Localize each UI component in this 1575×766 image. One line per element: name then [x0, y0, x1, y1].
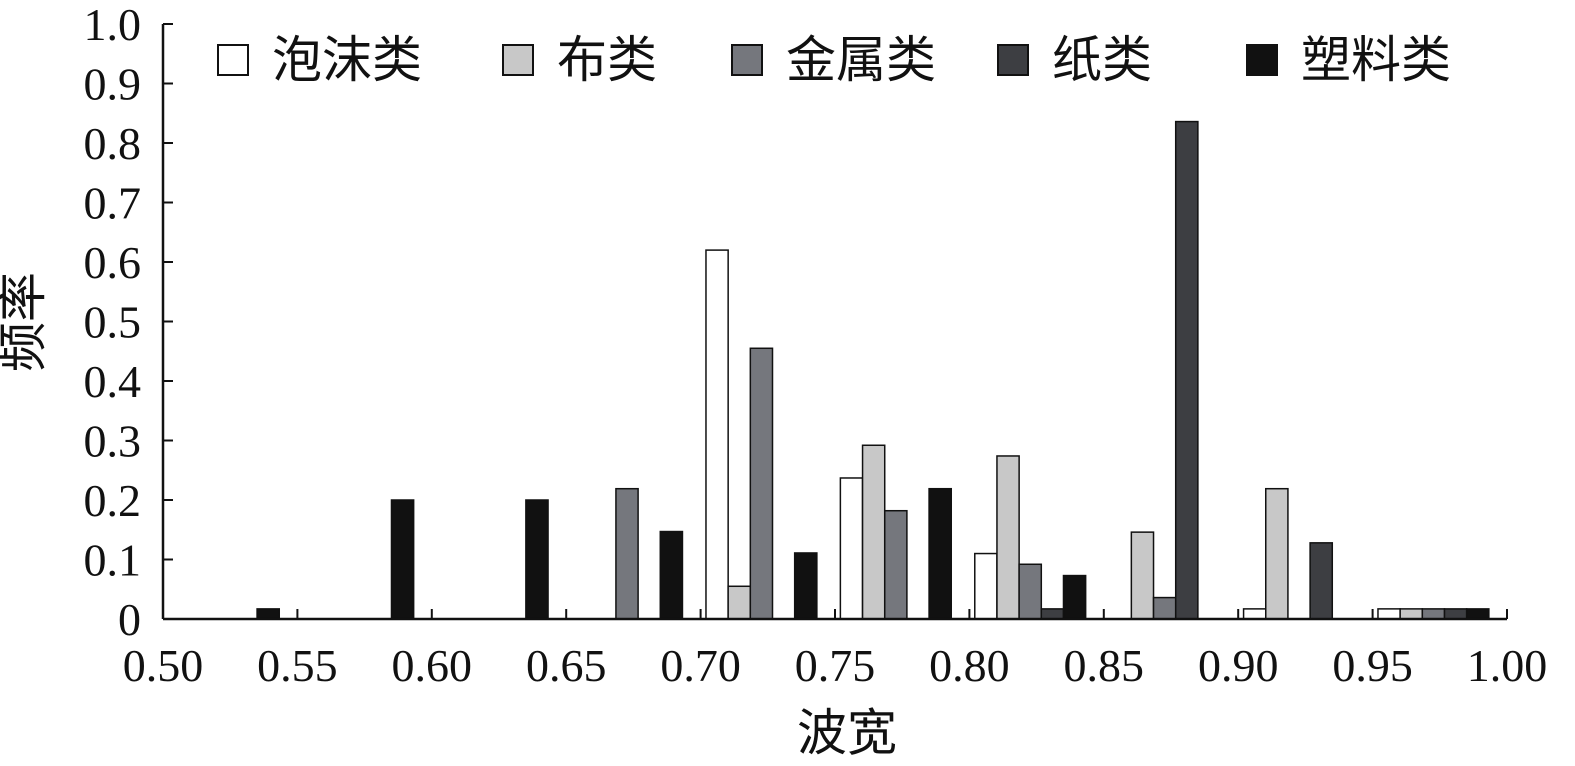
- legend: 泡沫类 布类 金属类 纸类 塑料类: [217, 32, 1451, 88]
- bars-layer: [256, 120, 1490, 620]
- x-tick-label: 0.65: [526, 640, 607, 691]
- axes-layer: [161, 24, 1507, 621]
- bar-series-1-bin-5: [861, 444, 886, 620]
- x-tick-label: 1.00: [1467, 640, 1548, 691]
- y-axis-label: 频率: [0, 272, 51, 372]
- x-tick-label: 0.50: [123, 640, 204, 691]
- bar-series-0-bin-6: [974, 552, 998, 620]
- x-tick-label: 0.85: [1064, 640, 1145, 691]
- legend-swatch-1: [502, 44, 534, 76]
- y-tick-label: 0.5: [84, 297, 142, 348]
- bar-series-2-bin-5: [883, 509, 908, 620]
- x-tick-label: 0.75: [795, 640, 876, 691]
- legend-swatch-0: [217, 44, 249, 76]
- bar-series-0-bin-4: [705, 249, 729, 620]
- bar-series-0-bin-9: [1377, 608, 1401, 620]
- bar-series-4-bin-4: [793, 552, 818, 620]
- x-axis-label: 波宽: [797, 705, 897, 761]
- bar-series-1-bin-4: [727, 585, 752, 620]
- y-tick-label: 0.3: [84, 416, 142, 467]
- y-tick-label: 0.1: [84, 535, 142, 586]
- legend-label-3: 纸类: [1052, 32, 1152, 88]
- bar-series-1-bin-7: [1130, 531, 1155, 620]
- legend-swatch-2: [731, 44, 763, 76]
- bar-series-4-bin-5: [928, 487, 953, 620]
- legend-label-1: 布类: [557, 32, 657, 88]
- bar-series-4-bin-9: [1465, 608, 1490, 620]
- legend-label-4: 塑料类: [1301, 32, 1451, 88]
- bar-series-2-bin-4: [749, 347, 774, 620]
- legend-label-2: 金属类: [786, 32, 936, 88]
- tick-labels-layer: 0 0.1 0.2 0.3 0.4 0.5 0.6 0.7 0.8 0.9 1.0 0.50 0.55 0…: [84, 0, 1548, 691]
- bar-series-1-bin-6: [996, 455, 1020, 620]
- bar-series-1-bin-8: [1265, 487, 1289, 620]
- legend-swatch-3: [997, 44, 1029, 76]
- bar-series-0-bin-5: [839, 477, 864, 620]
- bar-series-3-bin-6: [1040, 608, 1065, 620]
- y-tick-label: 0.6: [84, 237, 142, 288]
- bar-series-1-bin-9: [1399, 608, 1424, 620]
- bar-series-3-bin-7: [1174, 120, 1199, 620]
- bar-series-4-bin-1: [390, 499, 415, 620]
- bar-series-4-bin-2: [525, 499, 549, 620]
- legend-swatch-4: [1246, 44, 1278, 76]
- bar-series-0-bin-8: [1242, 608, 1267, 620]
- bar-series-2-bin-7: [1152, 596, 1177, 620]
- y-tick-label: 0.4: [84, 356, 142, 407]
- bar-series-2-bin-9: [1421, 608, 1446, 620]
- x-tick-label: 0.90: [1198, 640, 1279, 691]
- x-tick-label: 0.80: [929, 640, 1010, 691]
- x-tick-label: 0.95: [1332, 640, 1413, 691]
- y-tick-label: 1.0: [84, 0, 142, 50]
- x-tick-label: 0.60: [392, 640, 473, 691]
- bar-series-4-bin-3: [659, 530, 684, 620]
- y-tick-label: 0.8: [84, 118, 142, 169]
- y-tick-label: 0.9: [84, 59, 142, 110]
- bar-series-4-bin-6: [1062, 574, 1087, 620]
- bar-series-2-bin-3: [615, 487, 639, 620]
- y-tick-label: 0.2: [84, 475, 142, 526]
- legend-label-0: 泡沫类: [272, 32, 422, 88]
- bar-series-3-bin-9: [1443, 608, 1468, 620]
- bar-series-2-bin-6: [1018, 563, 1043, 620]
- bar-series-3-bin-8: [1309, 542, 1334, 620]
- x-tick-label: 0.55: [257, 640, 338, 691]
- y-tick-label: 0.7: [84, 178, 142, 229]
- y-tick-label: 0: [118, 594, 141, 645]
- x-tick-label: 0.70: [660, 640, 741, 691]
- bar-series-4-bin-0: [256, 608, 281, 620]
